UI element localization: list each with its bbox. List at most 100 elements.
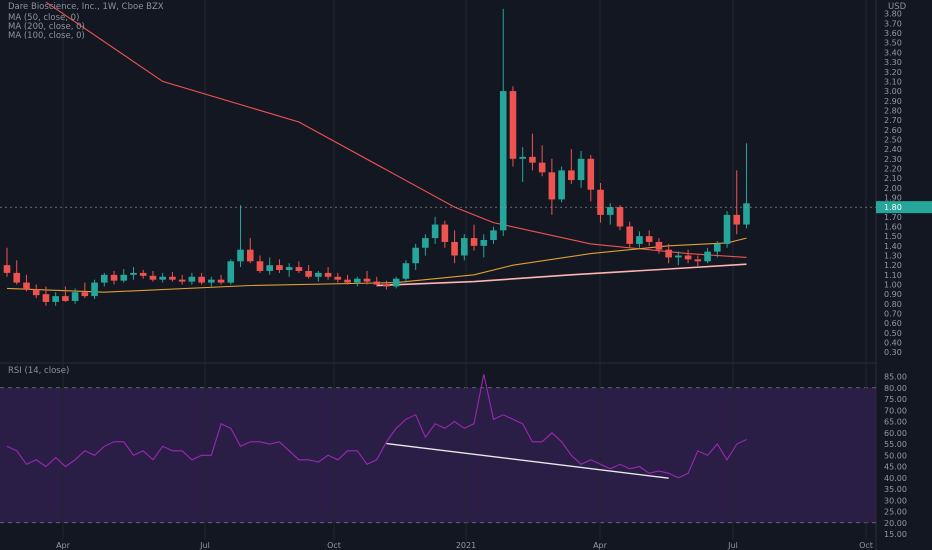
price-tick-label: 3.10	[884, 77, 902, 86]
candle-body	[217, 279, 225, 283]
candle-body	[675, 255, 682, 258]
candle-body	[149, 275, 157, 280]
price-tick-label: 2.00	[884, 184, 902, 193]
candle-body	[499, 91, 507, 231]
x-tick-label: Apr	[593, 541, 608, 550]
x-tick-label: Oct	[859, 541, 873, 550]
candle-body	[577, 158, 585, 181]
rsi-tick-label: 80.00	[884, 384, 907, 393]
rsi-tick-label: 65.00	[884, 418, 907, 427]
candle-body	[227, 261, 235, 283]
candle-body	[169, 276, 176, 280]
candle-body	[626, 226, 634, 244]
ma50-legend: MA (50, close, 0)	[8, 13, 80, 23]
candle-body	[130, 272, 137, 275]
candle-body	[412, 247, 419, 264]
rsi-tick-label: 75.00	[884, 395, 907, 404]
candle-body	[704, 251, 711, 262]
candle-body	[3, 265, 11, 273]
candle-body	[198, 276, 205, 283]
price-tick-label: 2.50	[884, 135, 902, 144]
price-tick-label: 2.10	[884, 174, 902, 183]
price-tick-label: 0.30	[884, 348, 902, 357]
candle-body	[713, 243, 721, 252]
price-tick-label: 2.30	[884, 155, 902, 164]
candle-body	[665, 249, 672, 258]
x-tick-label: Apr	[56, 541, 71, 550]
price-tick-label: 2.70	[884, 116, 902, 125]
ma200-line	[376, 263, 747, 287]
rsi-tick-label: 20.00	[884, 519, 907, 528]
candle-body	[587, 158, 595, 190]
candle-body	[266, 265, 274, 271]
candle-body	[208, 279, 215, 283]
candle-body	[344, 279, 351, 283]
candle-body	[558, 170, 565, 200]
candle-body	[334, 276, 342, 280]
rsi-band	[0, 387, 876, 523]
price-tick-label: 1.40	[884, 242, 902, 251]
candle-body	[694, 259, 702, 262]
rsi-tick-label: 15.00	[884, 530, 907, 539]
candle-body	[324, 272, 332, 277]
candle-body	[285, 267, 293, 270]
price-tick-label: 0.40	[884, 339, 902, 348]
rsi-tick-label: 45.00	[884, 463, 907, 472]
price-tick-label: 0.70	[884, 310, 902, 319]
price-tick-label: 3.60	[884, 29, 902, 38]
candle-body	[91, 282, 98, 297]
candle-body	[246, 249, 254, 262]
candle-body	[431, 224, 439, 239]
rsi-trendline	[386, 442, 669, 479]
rsi-tick-label: 55.00	[884, 440, 907, 449]
candle-body	[305, 270, 312, 277]
candle-body	[120, 274, 128, 281]
price-tick-label: 3.70	[884, 19, 902, 28]
candle-body	[470, 238, 478, 246]
candle-body	[315, 272, 322, 277]
candle-body	[101, 274, 108, 283]
candle-body	[32, 289, 40, 296]
candle-body	[188, 276, 196, 282]
candle-body	[636, 236, 643, 244]
candle-body	[616, 207, 624, 227]
candle-body	[733, 214, 741, 225]
rsi-line	[6, 374, 747, 479]
candle-body	[237, 249, 244, 262]
ma100-legend: MA (100, close, 0)	[8, 31, 85, 41]
candle-body	[606, 207, 614, 215]
candle-body	[451, 241, 458, 256]
candle-body	[655, 241, 663, 250]
candle-body	[441, 224, 449, 242]
candle-body	[568, 170, 575, 181]
price-tick-label: 0.80	[884, 300, 902, 309]
candle-body	[548, 172, 556, 200]
candle-body	[723, 214, 731, 244]
price-tick-label: 1.10	[884, 271, 902, 280]
candle-body	[159, 276, 166, 280]
price-tick-label: 3.40	[884, 48, 902, 57]
rsi-tick-label: 40.00	[884, 474, 907, 483]
rsi-tick-label: 60.00	[884, 429, 907, 438]
candle-body	[392, 278, 400, 287]
candle-body	[363, 278, 371, 282]
candle-body	[139, 272, 147, 276]
candle-body	[490, 230, 497, 241]
price-tick-label: 2.80	[884, 106, 902, 115]
candle-body	[295, 267, 303, 271]
price-tick-label: 1.70	[884, 213, 902, 222]
rsi-legend: RSI (14, close)	[8, 366, 70, 376]
price-tick-label: 1.20	[884, 261, 902, 270]
price-tick-label: 1.90	[884, 193, 902, 202]
candle-body	[538, 162, 546, 173]
candle-body	[373, 281, 381, 285]
candle-body	[597, 189, 604, 215]
price-tick-label: 1.50	[884, 232, 902, 241]
candle-body	[81, 292, 89, 297]
candle-body	[276, 265, 283, 270]
candle-body	[519, 156, 526, 159]
price-tick-label: 1.60	[884, 222, 902, 231]
rsi-tick-label: 25.00	[884, 508, 907, 517]
ma100-line	[45, 1, 747, 258]
